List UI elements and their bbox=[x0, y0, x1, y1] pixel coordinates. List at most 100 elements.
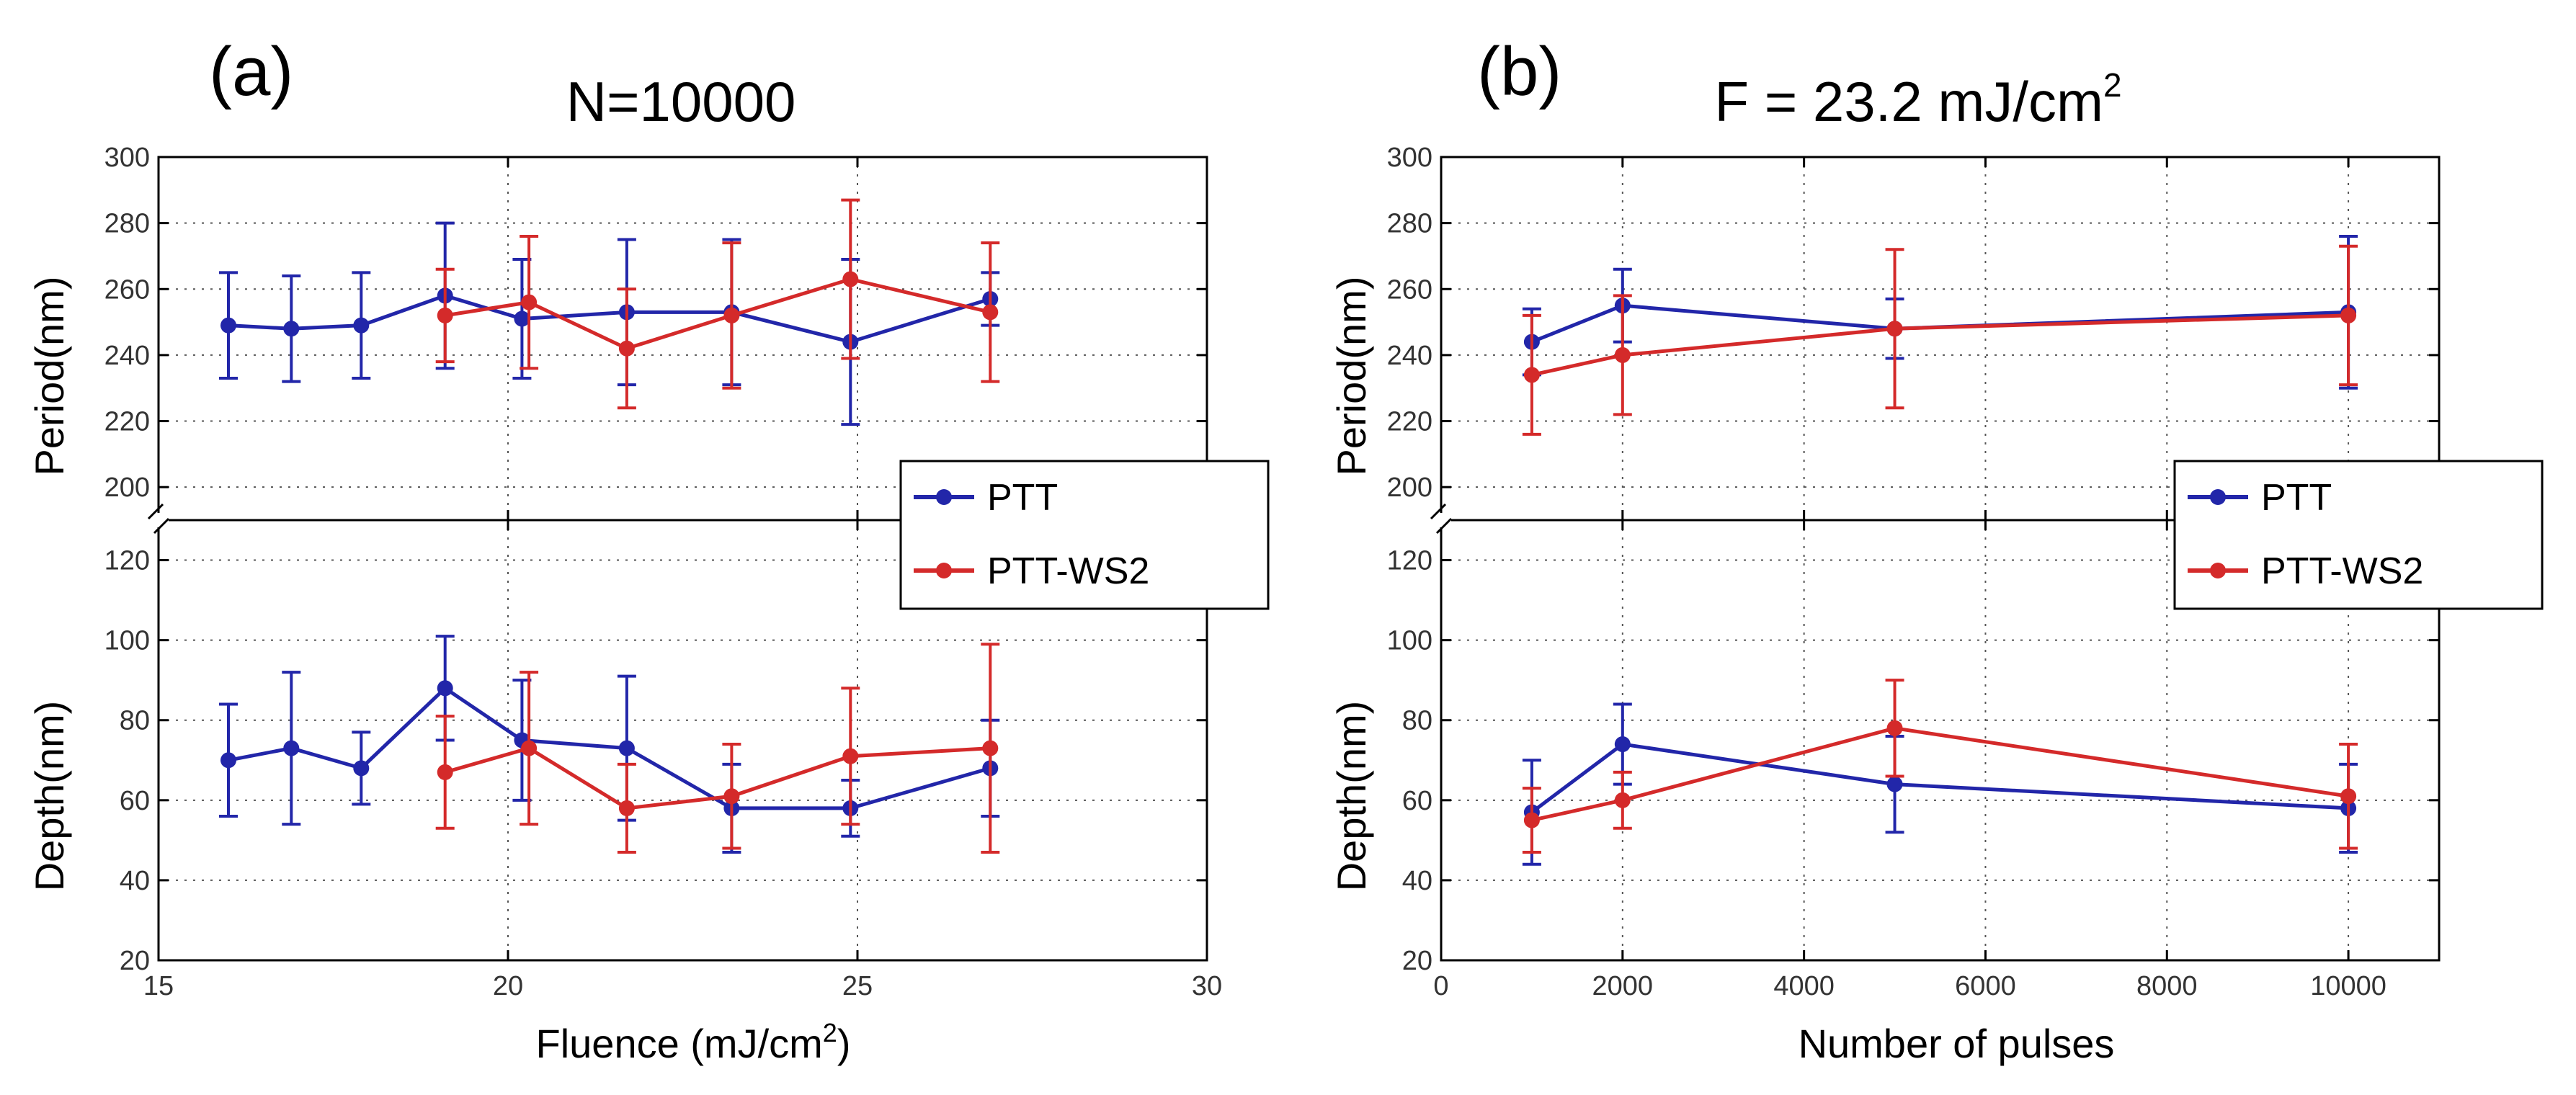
panel-a-xtick-label: 15 bbox=[143, 971, 174, 1001]
panel-b-ytick-label: 80 bbox=[1402, 706, 1432, 736]
panel-b-label: (b) bbox=[1477, 33, 1561, 110]
panel-a-ptt-point bbox=[437, 680, 453, 697]
panel-a-title: N=10000 bbox=[566, 70, 796, 133]
panel-b-xtick-label: 10000 bbox=[2310, 971, 2386, 1001]
panel-b-ptt-ws2-point bbox=[1886, 720, 1903, 736]
panel-b-top-area bbox=[1441, 157, 2439, 520]
panel-b-xlabel: Number of pulses bbox=[1799, 1021, 2115, 1066]
panel-a-legend-ptt-marker bbox=[936, 489, 952, 505]
panel-a-ptt-ws2-point bbox=[982, 304, 999, 321]
panel-b-legend-ws2-label: PTT-WS2 bbox=[2261, 550, 2423, 592]
panel-b-ytick-label: 60 bbox=[1402, 786, 1432, 816]
panel-a-ytick-label: 120 bbox=[104, 546, 150, 576]
panel-a: (a) N=10000 Fluence (mJ/cm2) Period(nm) … bbox=[27, 33, 1270, 1066]
panel-a-ytick-label: 60 bbox=[120, 786, 150, 816]
panel-b-title: F = 23.2 mJ/cm2 bbox=[1714, 66, 2121, 133]
panel-b-top-plot: 200 220 240 260 280 300 bbox=[1387, 143, 2441, 522]
panel-a-ptt-ws2-point bbox=[723, 307, 740, 323]
panel-b-ytick-label: 40 bbox=[1402, 866, 1432, 896]
panel-a-ytick-label: 240 bbox=[104, 341, 150, 371]
panel-b-xtick-label: 2000 bbox=[1592, 971, 1654, 1001]
panel-a-ptt-point bbox=[353, 317, 370, 334]
panel-a-ptt-point bbox=[283, 740, 300, 756]
panel-a-ytick-label: 220 bbox=[104, 407, 150, 437]
panel-b-ytick-label: 240 bbox=[1387, 341, 1432, 371]
panel-b-ptt-ws2-point bbox=[1523, 812, 1540, 828]
panel-b-ptt-ws2-line bbox=[1531, 726, 2349, 823]
panel-b-ytick-label: 100 bbox=[1387, 626, 1432, 656]
panel-b-ptt-point bbox=[1614, 736, 1631, 753]
panel-a-ptt-ws2-point bbox=[437, 307, 453, 323]
panel-b-xtick-label: 8000 bbox=[2136, 971, 2198, 1001]
panel-a-ptt-ws2-point bbox=[982, 740, 999, 756]
panel-b-axis-break bbox=[1430, 503, 1447, 520]
panel-a-top-ylabel: Period(nm) bbox=[27, 277, 72, 476]
panel-a-ptt-ws2-point bbox=[521, 740, 538, 756]
panel-b-ptt-ws2-point bbox=[1523, 367, 1540, 383]
panel-a-legend-ptt-label: PTT bbox=[987, 477, 1058, 519]
panel-a-legend-ws2-marker bbox=[936, 563, 952, 578]
panel-b-legend-ptt-marker bbox=[2210, 489, 2226, 505]
panel-a-axis-break bbox=[147, 503, 164, 520]
panel-a-label: (a) bbox=[209, 33, 293, 110]
panel-b-ytick-label: 300 bbox=[1387, 143, 1432, 173]
panel-a-bottom-ylabel: Depth(nm) bbox=[27, 701, 72, 892]
panel-a-ytick-label: 40 bbox=[120, 866, 150, 896]
panel-a-ytick-label: 200 bbox=[104, 473, 150, 503]
panel-a-ptt-ws2-point bbox=[723, 788, 740, 805]
panel-b-legend-ws2-marker bbox=[2210, 563, 2226, 578]
panel-b-top-ylabel: Period(nm) bbox=[1329, 277, 1374, 476]
panel-b-ytick-label: 120 bbox=[1387, 546, 1432, 576]
panel-b-ytick-label: 20 bbox=[1402, 946, 1432, 976]
panel-a-ptt-ws2-point bbox=[521, 294, 538, 310]
panel-a-xlabel: Fluence (mJ/cm2) bbox=[536, 1018, 851, 1066]
panel-b-axis-break bbox=[1435, 517, 1453, 535]
panel-a-ptt-ws2-point bbox=[618, 340, 635, 357]
panel-b-ptt-point bbox=[1886, 776, 1903, 792]
panel-a-xtick-label: 25 bbox=[842, 971, 873, 1001]
panel-b-ptt-ws2-point bbox=[2340, 307, 2357, 323]
panel-b-ytick-label: 280 bbox=[1387, 209, 1432, 239]
panel-a-legend: PTT PTT-WS2 bbox=[899, 460, 1270, 610]
panel-b-ptt-ws2-point bbox=[1886, 321, 1903, 337]
panel-b-ptt-ws2-point bbox=[1614, 347, 1631, 363]
panel-b-bottom-frame bbox=[1440, 519, 2441, 962]
panel-a-ptt-point bbox=[618, 740, 635, 756]
panel-b-xtick-label: 0 bbox=[1433, 971, 1448, 1001]
panel-a-xtick-label: 20 bbox=[493, 971, 523, 1001]
panel-a-ptt-ws2-line bbox=[445, 277, 991, 351]
panel-b-legend-box bbox=[2173, 460, 2544, 610]
panel-a-ptt-point bbox=[283, 321, 300, 337]
panel-a-ytick-label: 100 bbox=[104, 626, 150, 656]
panel-b-xtick-label: 6000 bbox=[1955, 971, 2016, 1001]
panel-b-legend-ptt-label: PTT bbox=[2261, 477, 2332, 519]
panel-a-ytick-label: 20 bbox=[120, 946, 150, 976]
panel-a-ytick-label: 80 bbox=[120, 706, 150, 736]
panel-b-legend: PTT PTT-WS2 bbox=[2173, 460, 2544, 610]
panel-a-top-area bbox=[159, 157, 1207, 520]
panel-b-bottom-ylabel: Depth(nm) bbox=[1329, 701, 1374, 892]
panel-a-ptt-point bbox=[220, 317, 236, 334]
panel-a-ytick-label: 280 bbox=[104, 209, 150, 239]
panel-b-ptt-ws2-line bbox=[1531, 313, 2349, 377]
panel-a-ptt-ws2-point bbox=[437, 764, 453, 780]
panel-b: (b) F = 23.2 mJ/cm2 Number of pulses Per… bbox=[1329, 33, 2544, 1066]
panel-a-ptt-ws2-line bbox=[445, 746, 991, 810]
panel-a-legend-box bbox=[899, 460, 1270, 610]
panel-a-legend-ws2-label: PTT-WS2 bbox=[987, 550, 1149, 592]
panel-a-bottom-frame bbox=[157, 519, 1208, 962]
panel-a-ptt-point bbox=[220, 752, 236, 769]
panel-a-axis-break bbox=[153, 517, 170, 535]
panel-a-ptt-point bbox=[353, 760, 370, 777]
panel-a-ytick-label: 300 bbox=[104, 143, 150, 173]
panel-a-ptt-ws2-point bbox=[618, 800, 635, 816]
panel-b-ytick-label: 200 bbox=[1387, 473, 1432, 503]
panel-a-ptt-ws2-point bbox=[842, 271, 859, 287]
panel-b-xtick-label: 4000 bbox=[1773, 971, 1835, 1001]
panel-a-ptt-point bbox=[514, 310, 530, 327]
panel-a-ptt-ws2-point bbox=[842, 748, 859, 764]
panel-b-ytick-label: 220 bbox=[1387, 407, 1432, 437]
panel-b-ptt-ws2-point bbox=[1614, 792, 1631, 808]
panel-b-ytick-label: 260 bbox=[1387, 274, 1432, 305]
